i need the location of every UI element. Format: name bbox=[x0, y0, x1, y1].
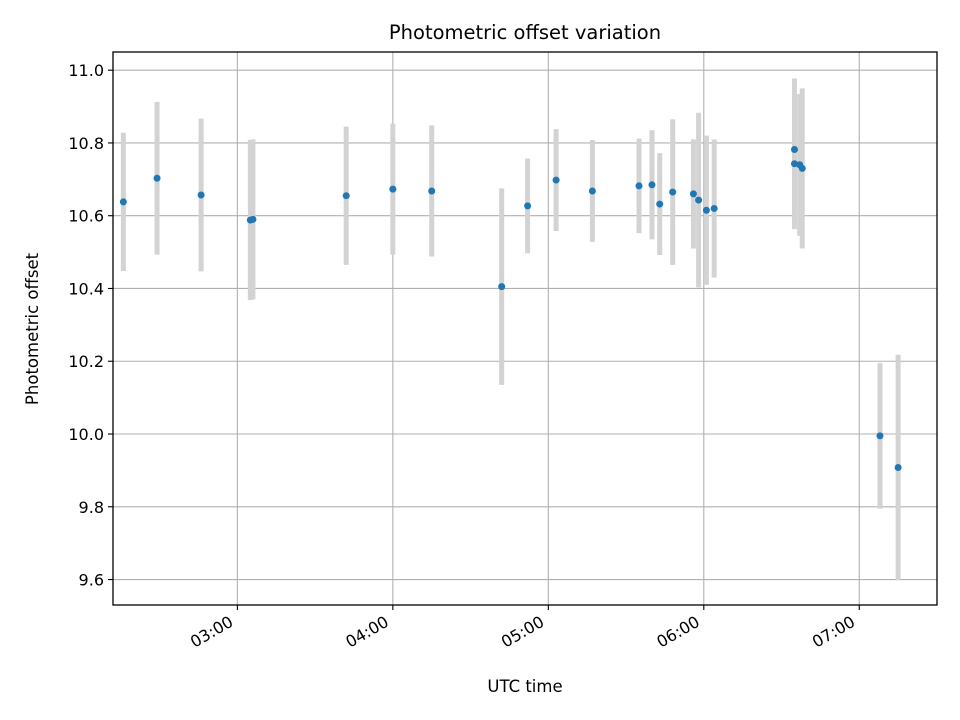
y-tick-label: 10.2 bbox=[68, 352, 104, 371]
data-point bbox=[524, 202, 532, 210]
y-tick-label: 10.6 bbox=[68, 207, 104, 226]
data-point bbox=[790, 146, 798, 154]
y-tick-label: 10.4 bbox=[68, 279, 104, 298]
y-axis-ticks: 9.6 9.8 10.0 10.2 10.4 10.6 10.8 11.0 bbox=[68, 61, 113, 590]
data-points bbox=[119, 146, 902, 471]
data-point bbox=[656, 200, 664, 208]
y-tick-label: 9.6 bbox=[79, 571, 104, 590]
data-point bbox=[689, 190, 697, 198]
data-point bbox=[249, 215, 257, 223]
data-point bbox=[710, 204, 718, 212]
y-tick-label: 10.8 bbox=[68, 134, 104, 153]
data-point bbox=[702, 206, 710, 214]
data-point bbox=[498, 283, 506, 291]
y-tick-label: 9.8 bbox=[79, 498, 104, 517]
data-point bbox=[635, 182, 643, 190]
data-point bbox=[695, 196, 703, 204]
data-point bbox=[197, 191, 205, 199]
data-point bbox=[876, 432, 884, 440]
y-tick-label: 11.0 bbox=[68, 61, 104, 80]
data-point bbox=[894, 463, 902, 471]
y-axis-title: Photometric offset bbox=[23, 252, 42, 405]
data-point bbox=[552, 176, 560, 184]
data-point bbox=[428, 187, 436, 195]
data-point bbox=[588, 187, 596, 195]
data-point bbox=[119, 198, 127, 206]
data-point bbox=[153, 174, 161, 182]
data-point bbox=[798, 164, 806, 172]
data-point bbox=[342, 192, 350, 200]
plot-frame bbox=[112, 51, 938, 606]
chart-title: Photometric offset variation bbox=[389, 21, 661, 44]
x-axis-title: UTC time bbox=[487, 677, 562, 696]
data-point bbox=[389, 185, 397, 193]
data-point bbox=[669, 188, 677, 196]
y-tick-label: 10.0 bbox=[68, 425, 104, 444]
data-point bbox=[648, 181, 656, 189]
